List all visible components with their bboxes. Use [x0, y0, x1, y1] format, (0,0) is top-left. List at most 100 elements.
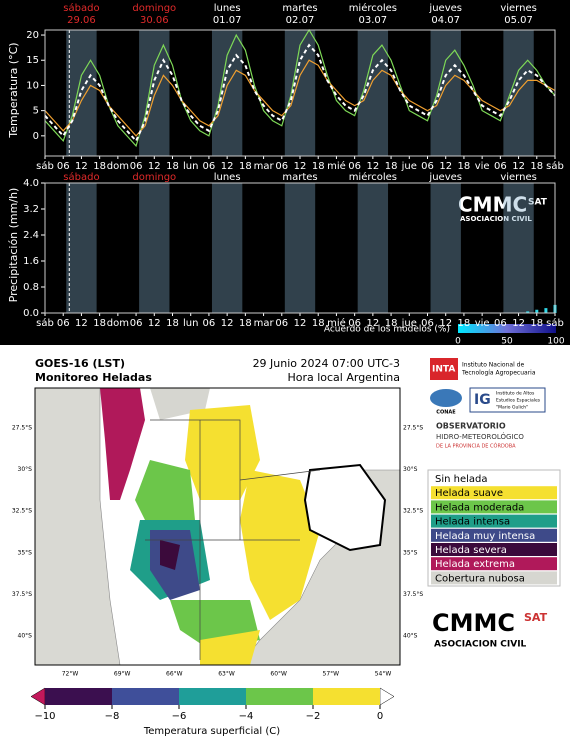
x-tick-label: sáb: [36, 317, 54, 329]
legend-label: Sin helada: [435, 474, 488, 485]
x-tick-label: dom: [107, 318, 129, 329]
x-tick-label: 18: [458, 318, 471, 329]
ig-text: Instituto de Altos: [496, 391, 535, 397]
x-tick-label: 12: [75, 161, 88, 172]
plot-frame: [44, 29, 556, 157]
day-name: jueves: [428, 172, 462, 183]
logo-name: CMMC: [432, 609, 515, 637]
daylight-band: [503, 30, 534, 156]
daylight-band: [357, 183, 389, 313]
obs-text: HIDRO-METEOROLÓGICO: [436, 432, 524, 441]
x-tick-label: 18: [312, 318, 325, 329]
x-tick-label: 06: [275, 318, 288, 329]
x-tick-label: 06: [275, 161, 288, 172]
lon-label: 60°W: [270, 671, 287, 678]
daylight-band: [211, 183, 243, 313]
logo-tag: SAT: [524, 611, 548, 624]
map-subtitle: Monitoreo Heladas: [35, 371, 152, 384]
x-tick-label: 12: [75, 318, 88, 329]
lat-label: 40°S: [18, 633, 33, 640]
y-tick-label: 10: [26, 80, 39, 91]
colorbar-tick-label: 0: [377, 711, 383, 722]
legend-label: Cobertura nubosa: [435, 573, 525, 584]
province-borders: [145, 419, 321, 660]
x-tick-label: 18: [385, 318, 398, 329]
x-tick-label: 12: [366, 161, 379, 172]
y-tick-label: 3.2: [23, 204, 39, 215]
y-tick-label: 4.0: [23, 178, 39, 189]
map-time-note: Hora local Argentina: [287, 371, 400, 384]
daylight-band: [139, 183, 170, 313]
y-tick-label: 2.4: [23, 230, 39, 241]
x-tick-label: 18: [93, 161, 106, 172]
lat-label: 30°S: [403, 466, 418, 473]
x-tick-label: 18: [166, 161, 179, 172]
day-name: miércoles: [349, 171, 397, 183]
daylight-band: [139, 30, 170, 156]
map: [34, 387, 401, 666]
y-tick-label: 5: [33, 106, 39, 117]
x-tick-label: 06: [203, 161, 216, 172]
colorbar-tick-label: 100: [547, 337, 564, 347]
map-frame: [34, 387, 401, 666]
x-tick-label: mar: [254, 161, 275, 172]
x-tick-label: mié: [327, 317, 346, 329]
legend-label: Helada moderada: [435, 502, 524, 513]
lon-label: 57°W: [323, 671, 340, 678]
ig-logo: [469, 387, 546, 413]
x-tick-label: mar: [254, 318, 275, 329]
x-tick-label: sáb: [546, 317, 564, 329]
colorbar-label: Temperatura superficial (C): [143, 726, 280, 737]
day-date: 29.06: [67, 15, 96, 26]
lat-label: 37.5°S: [403, 591, 423, 598]
day-name: lunes: [214, 172, 241, 183]
ig-name: IG: [474, 392, 491, 408]
legend-swatch: [431, 543, 557, 556]
x-tick-label: 18: [93, 318, 106, 329]
lat-label: 27.5°S: [12, 425, 32, 432]
day-name: sábado: [63, 171, 99, 183]
legend-swatch: [431, 528, 557, 542]
y-tick-label: 1.6: [23, 256, 39, 267]
precip-bar: [535, 309, 539, 313]
precip-bar: [526, 311, 530, 313]
y-tick-label: 0: [33, 131, 39, 142]
legend-swatch: [431, 472, 557, 485]
x-tick-label: sáb: [36, 160, 54, 172]
colorbar-label: Acuerdo de los modelos (%): [324, 325, 450, 335]
top-background: [0, 0, 570, 345]
x-tick-label: 18: [239, 318, 252, 329]
day-date: 30.06: [140, 15, 169, 26]
obs-text: DE LA PROVINCIA DE CÓRDOBA: [436, 443, 516, 450]
x-tick-label: 06: [348, 318, 361, 329]
map-title: GOES-16 (LST): [35, 357, 125, 370]
lat-label: 32.5°S: [12, 508, 32, 515]
colorbar-tick-label: −8: [105, 711, 120, 722]
x-tick-label: 06: [494, 318, 507, 329]
daylight-band: [430, 183, 461, 313]
legend-label: Helada intensa: [435, 517, 510, 528]
x-tick-label: 06: [421, 161, 434, 172]
x-tick-label: 12: [148, 318, 161, 329]
x-tick-label: 12: [512, 161, 525, 172]
x-tick-label: 12: [366, 318, 379, 329]
x-tick-label: mié: [327, 160, 346, 172]
legend-swatch: [431, 571, 557, 585]
legend-swatch: [431, 557, 557, 571]
legend-label: Helada extrema: [435, 559, 515, 570]
logo-name: CMMC: [458, 193, 527, 217]
day-name: miércoles: [349, 2, 397, 14]
day-name: viernes: [500, 3, 536, 14]
x-tick-label: jue: [401, 318, 417, 329]
lat-label: 37.5°S: [12, 591, 32, 598]
colorbar-segment: [313, 688, 380, 705]
daylight-band: [66, 183, 97, 313]
day-date: 03.07: [359, 15, 388, 26]
y-axis-label: Precipitación (mm/h): [7, 188, 20, 303]
x-tick-label: 06: [57, 161, 70, 172]
x-tick-label: dom: [107, 161, 129, 172]
x-tick-label: 12: [439, 161, 452, 172]
lat-label: 40°S: [403, 633, 418, 640]
day-date: 01.07: [213, 15, 242, 26]
lat-label: 35°S: [18, 549, 33, 556]
